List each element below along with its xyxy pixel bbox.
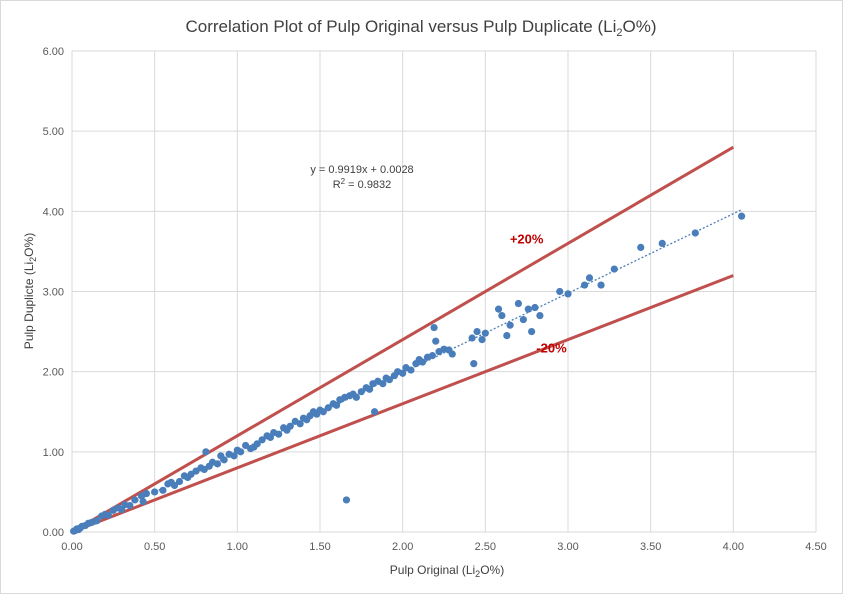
x-tick-label: 1.50 xyxy=(309,541,330,553)
data-point xyxy=(357,388,365,396)
x-tick-label: 4.00 xyxy=(723,541,744,553)
data-point xyxy=(379,380,387,388)
data-point xyxy=(142,489,150,498)
data-point xyxy=(324,404,332,412)
data-point xyxy=(275,430,283,438)
chart-title: Correlation Plot of Pulp Original versus… xyxy=(186,17,657,39)
data-points xyxy=(70,212,746,535)
data-point xyxy=(637,243,645,252)
data-point xyxy=(366,385,374,393)
data-point xyxy=(556,287,564,296)
data-point xyxy=(202,448,210,456)
y-tick-label: 3.00 xyxy=(43,287,64,299)
data-point xyxy=(385,376,394,384)
data-point xyxy=(342,496,351,504)
data-point xyxy=(494,305,503,313)
data-point xyxy=(253,440,261,448)
data-point xyxy=(418,358,427,366)
data-point xyxy=(536,311,544,320)
data-point xyxy=(399,369,407,377)
x-axis-title: Pulp Original (Li2O%) xyxy=(390,563,504,579)
data-point xyxy=(430,323,438,332)
data-point xyxy=(658,239,666,247)
plus-20-label: +20% xyxy=(510,231,544,246)
data-point xyxy=(104,511,112,519)
data-point xyxy=(319,408,327,416)
x-tick-label: 0.00 xyxy=(61,541,82,553)
bound-line xyxy=(71,274,734,534)
y-axis-title: Pulp Duplicte (Li2O%) xyxy=(22,233,38,349)
data-point xyxy=(220,456,228,464)
data-point xyxy=(159,486,167,494)
x-tick-label: 1.00 xyxy=(227,541,248,553)
data-point xyxy=(352,393,360,401)
data-point xyxy=(448,350,456,358)
data-point xyxy=(175,477,184,486)
data-point xyxy=(213,460,222,468)
data-point xyxy=(503,331,511,340)
r-squared-label: R2 = 0.9832 xyxy=(333,177,392,191)
data-point xyxy=(286,422,294,430)
data-point xyxy=(597,281,605,289)
data-point xyxy=(296,420,304,428)
data-point xyxy=(428,352,437,360)
bound-lines xyxy=(71,145,735,534)
trendline-equation: y = 0.9919x + 0.0028 xyxy=(310,164,413,176)
data-point xyxy=(564,290,572,298)
grid xyxy=(71,50,817,533)
x-tick-label: 3.50 xyxy=(640,541,661,553)
x-tick-label: 2.50 xyxy=(475,541,496,553)
data-point xyxy=(230,452,238,460)
x-tick-label: 2.00 xyxy=(392,541,413,553)
tick-labels: 0.00 0.50 1.00 1.50 2.00 2.50 3.00 3.50 4.00 4.50… xyxy=(43,46,827,553)
data-point xyxy=(93,517,101,525)
data-point xyxy=(528,327,536,336)
data-point xyxy=(514,299,523,308)
data-point xyxy=(473,327,481,336)
y-tick-label: 0.00 xyxy=(43,527,64,539)
y-tick-label: 1.00 xyxy=(43,447,64,459)
y-tick-label: 5.00 xyxy=(43,126,64,138)
data-point xyxy=(151,488,159,496)
data-point xyxy=(506,321,514,329)
bound-line xyxy=(71,145,735,534)
x-tick-label: 3.00 xyxy=(557,541,578,553)
data-point xyxy=(481,329,489,337)
x-tick-label: 0.50 xyxy=(144,541,165,553)
data-point xyxy=(498,311,506,320)
data-point xyxy=(468,334,476,342)
data-point xyxy=(524,305,532,313)
y-tick-label: 2.00 xyxy=(43,367,64,379)
y-tick-label: 6.00 xyxy=(43,46,64,58)
data-point xyxy=(470,360,478,368)
data-point xyxy=(237,448,245,456)
data-point xyxy=(531,303,539,312)
data-point xyxy=(691,229,699,237)
data-point xyxy=(407,366,415,374)
data-point xyxy=(610,265,618,273)
data-point xyxy=(738,212,746,220)
data-point xyxy=(478,336,486,344)
data-point xyxy=(170,481,179,490)
minus-20-label: -20% xyxy=(536,340,567,355)
x-tick-label: 4.50 xyxy=(805,541,826,553)
data-point xyxy=(432,337,440,345)
y-tick-label: 4.00 xyxy=(43,206,64,218)
data-point xyxy=(139,497,147,506)
data-point xyxy=(580,281,589,289)
data-point xyxy=(131,496,139,504)
data-point xyxy=(258,436,266,444)
data-point xyxy=(126,501,134,510)
data-point xyxy=(332,401,341,409)
data-point xyxy=(519,315,527,324)
data-point xyxy=(370,408,379,416)
data-point xyxy=(585,274,594,282)
